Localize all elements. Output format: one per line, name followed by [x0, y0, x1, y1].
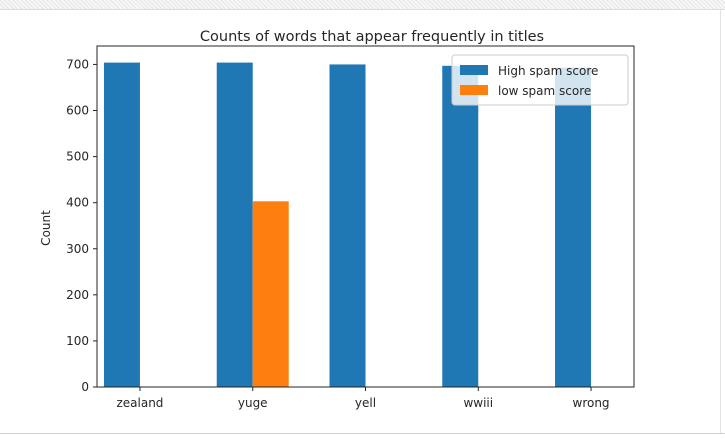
- cell-bottom-border: [0, 433, 725, 434]
- legend-label: High spam score: [498, 64, 598, 78]
- y-tick-label: 0: [81, 380, 89, 394]
- y-tick-label: 300: [66, 242, 89, 256]
- cell-top-border: [0, 0, 725, 10]
- legend-swatch: [460, 85, 488, 95]
- y-axis-label: Count: [39, 210, 53, 246]
- y-tick-label: 400: [66, 196, 89, 210]
- bar-high-wrong: [555, 67, 592, 387]
- y-tick-label: 200: [66, 288, 89, 302]
- legend-label: low spam score: [498, 84, 591, 98]
- x-tick-label: wrong: [573, 396, 610, 410]
- axes-frame: [96, 45, 635, 388]
- x-tick-label: yell: [355, 396, 376, 410]
- x-tick-label: yuge: [238, 396, 268, 410]
- cell-right-border: [720, 9, 721, 433]
- legend-swatch: [460, 65, 488, 75]
- bar-high-wwiii: [442, 65, 479, 387]
- y-tick-label: 100: [66, 334, 89, 348]
- y-tick-label: 500: [66, 150, 89, 164]
- bar-high-yuge: [216, 62, 253, 388]
- bar-low-yuge: [252, 201, 289, 387]
- y-tick-label: 700: [66, 57, 89, 71]
- bar-high-zealand: [103, 62, 140, 388]
- x-tick-label: wwiii: [463, 396, 493, 410]
- bar-high-yell: [329, 64, 366, 387]
- plot-area: zealand yuge yell wwiii wrong 0 100 200 300 400 50…: [66, 45, 635, 410]
- x-tick-label: zealand: [116, 396, 163, 410]
- chart-title: Counts of words that appear frequently i…: [200, 29, 544, 45]
- y-tick-label: 600: [66, 104, 89, 118]
- legend-box: [451, 54, 629, 106]
